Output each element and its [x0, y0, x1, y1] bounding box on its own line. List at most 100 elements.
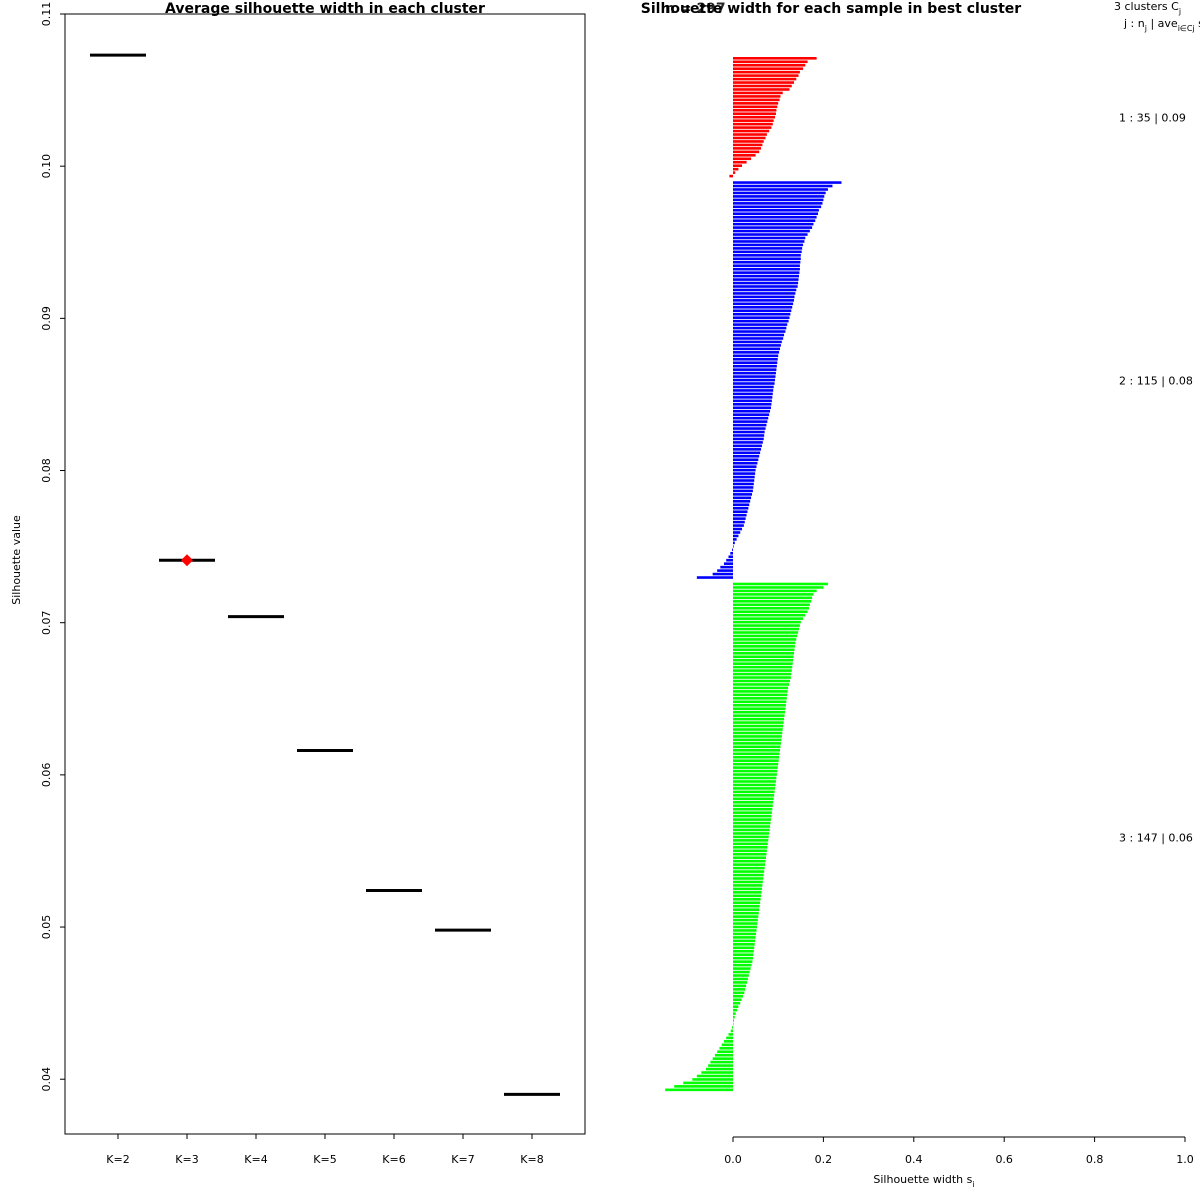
silhouette-bar-cluster-3 — [708, 1064, 733, 1067]
silhouette-bar-cluster-3 — [733, 606, 809, 610]
right-x-tick-label: 0.6 — [995, 1153, 1013, 1166]
silhouette-bar-cluster-3 — [733, 731, 783, 735]
silhouette-bar-cluster-3 — [733, 683, 790, 686]
silhouette-bar-cluster-2 — [733, 458, 759, 462]
silhouette-bar-cluster-3 — [733, 943, 755, 946]
silhouette-bar-cluster-1 — [733, 112, 776, 116]
clusters-header-text: 3 clusters C — [1114, 0, 1179, 13]
silhouette-bar-cluster-1 — [733, 140, 764, 143]
silhouette-bar-cluster-3 — [733, 665, 793, 669]
silhouette-bar-cluster-2 — [733, 527, 743, 531]
silhouette-bar-cluster-2 — [733, 541, 735, 545]
silhouette-bar-cluster-1 — [733, 74, 799, 77]
silhouette-bar-cluster-3 — [733, 651, 795, 655]
silhouette-bar-cluster-3 — [733, 717, 785, 721]
silhouette-bar-cluster-3 — [733, 707, 786, 711]
right-x-tick-label: 0.8 — [1086, 1153, 1104, 1166]
silhouette-bar-cluster-3 — [733, 915, 759, 918]
silhouette-bar-cluster-2 — [733, 371, 776, 375]
left-y-tick-label: 0.10 — [40, 154, 53, 179]
silhouette-bar-cluster-2 — [733, 468, 756, 472]
silhouette-bar-cluster-3 — [733, 728, 783, 731]
silhouette-bar-cluster-3 — [733, 835, 769, 839]
silhouette-bar-cluster-3 — [665, 1088, 733, 1092]
silhouette-bar-cluster-3 — [733, 949, 754, 953]
silhouette-bar-cluster-2 — [733, 441, 763, 444]
silhouette-bar-cluster-3 — [692, 1078, 733, 1081]
silhouette-bar-cluster-3 — [733, 672, 792, 676]
left-x-tick-label: K=4 — [244, 1153, 267, 1166]
silhouette-bar-cluster-3 — [733, 735, 782, 738]
silhouette-bar-cluster-3 — [733, 821, 771, 825]
silhouette-bar-cluster-2 — [733, 368, 777, 371]
silhouette-bar-cluster-3 — [733, 627, 799, 631]
silhouette-bar-cluster-1 — [729, 174, 733, 178]
silhouette-bar-cluster-3 — [732, 1026, 733, 1029]
silhouette-bar-cluster-2 — [728, 555, 733, 559]
silhouette-bar-cluster-2 — [733, 454, 760, 458]
silhouette-bar-cluster-2 — [733, 292, 796, 295]
silhouette-bar-cluster-2 — [733, 503, 750, 507]
silhouette-bar-cluster-3 — [733, 988, 746, 991]
silhouette-bar-cluster-1 — [733, 95, 781, 98]
right-chart-title-overlap: n = 297 — [665, 1, 726, 17]
left-data-marks — [90, 53, 560, 1096]
silhouette-bar-cluster-3 — [733, 866, 765, 870]
silhouette-bar-cluster-3 — [733, 738, 782, 742]
silhouette-bar-cluster-2 — [733, 534, 739, 538]
silhouette-bar-cluster-2 — [733, 233, 808, 236]
silhouette-bar-cluster-2 — [733, 302, 794, 306]
silhouette-bar-cluster-3 — [733, 981, 748, 984]
silhouette-bar-cluster-3 — [733, 970, 750, 974]
silhouette-bar-cluster-1 — [733, 84, 792, 88]
silhouette-bar-cluster-3 — [733, 742, 781, 745]
silhouette-bar-cluster-1 — [733, 105, 778, 109]
silhouette-bar-cluster-3 — [733, 776, 777, 780]
silhouette-bar-cluster-2 — [733, 229, 810, 233]
silhouette-bar-cluster-2 — [733, 240, 805, 243]
silhouette-bar-cluster-3 — [733, 586, 824, 589]
silhouette-bar-cluster-2 — [730, 551, 733, 555]
silhouette-bar-cluster-2 — [732, 548, 733, 552]
silhouette-bar-cluster-3 — [714, 1053, 733, 1057]
silhouette-bar-cluster-3 — [733, 859, 766, 863]
silhouette-bar-cluster-3 — [733, 693, 788, 697]
right-x-tick-label: 0.4 — [905, 1153, 923, 1166]
silhouette-bar-cluster-2 — [696, 576, 733, 579]
silhouette-bar-cluster-3 — [717, 1050, 733, 1054]
left-y-axis-label: Silhouette value — [10, 515, 23, 605]
silhouette-bar-cluster-3 — [733, 755, 780, 759]
silhouette-bar-cluster-3 — [733, 953, 754, 957]
silhouette-bar-cluster-2 — [733, 340, 782, 344]
silhouette-bar-cluster-3 — [721, 1043, 733, 1047]
silhouette-bar-cluster-2 — [726, 558, 733, 562]
silhouette-bar-cluster-3 — [674, 1085, 733, 1088]
silhouette-bar-cluster-2 — [733, 472, 756, 475]
silhouette-bar-cluster-3 — [733, 617, 804, 620]
silhouette-bar-cluster-2 — [733, 188, 828, 191]
silhouette-bar-cluster-3 — [733, 842, 768, 846]
right-x-tick-label: 1.0 — [1176, 1153, 1194, 1166]
silhouette-bar-cluster-2 — [733, 198, 824, 202]
silhouette-bar-cluster-1 — [733, 70, 800, 74]
silhouette-bar-cluster-2 — [733, 437, 764, 441]
silhouette-bar-cluster-3 — [733, 645, 795, 648]
silhouette-bar-cluster-3 — [733, 780, 776, 783]
clusters-header-s: s — [1195, 17, 1200, 30]
silhouette-bar-cluster-3 — [733, 620, 801, 624]
silhouette-bar-cluster-2 — [733, 195, 825, 198]
silhouette-bar-cluster-2 — [733, 184, 833, 188]
silhouette-bar-cluster-3 — [733, 804, 773, 808]
silhouette-bar-cluster-2 — [733, 479, 755, 482]
silhouette-bar-cluster-3 — [728, 1033, 733, 1036]
clusters-header-ave: | ave — [1147, 17, 1178, 30]
silhouette-bar-cluster-3 — [733, 828, 770, 832]
silhouette-bar-cluster-1 — [733, 81, 795, 84]
silhouette-bar-cluster-2 — [733, 351, 780, 354]
right-x-axis-label-subscript: i — [972, 1180, 974, 1189]
silhouette-bar-cluster-2 — [733, 215, 817, 219]
silhouette-bar-cluster-2 — [733, 354, 779, 358]
silhouette-bar-cluster-3 — [733, 662, 793, 665]
silhouette-bar-cluster-3 — [733, 634, 798, 638]
